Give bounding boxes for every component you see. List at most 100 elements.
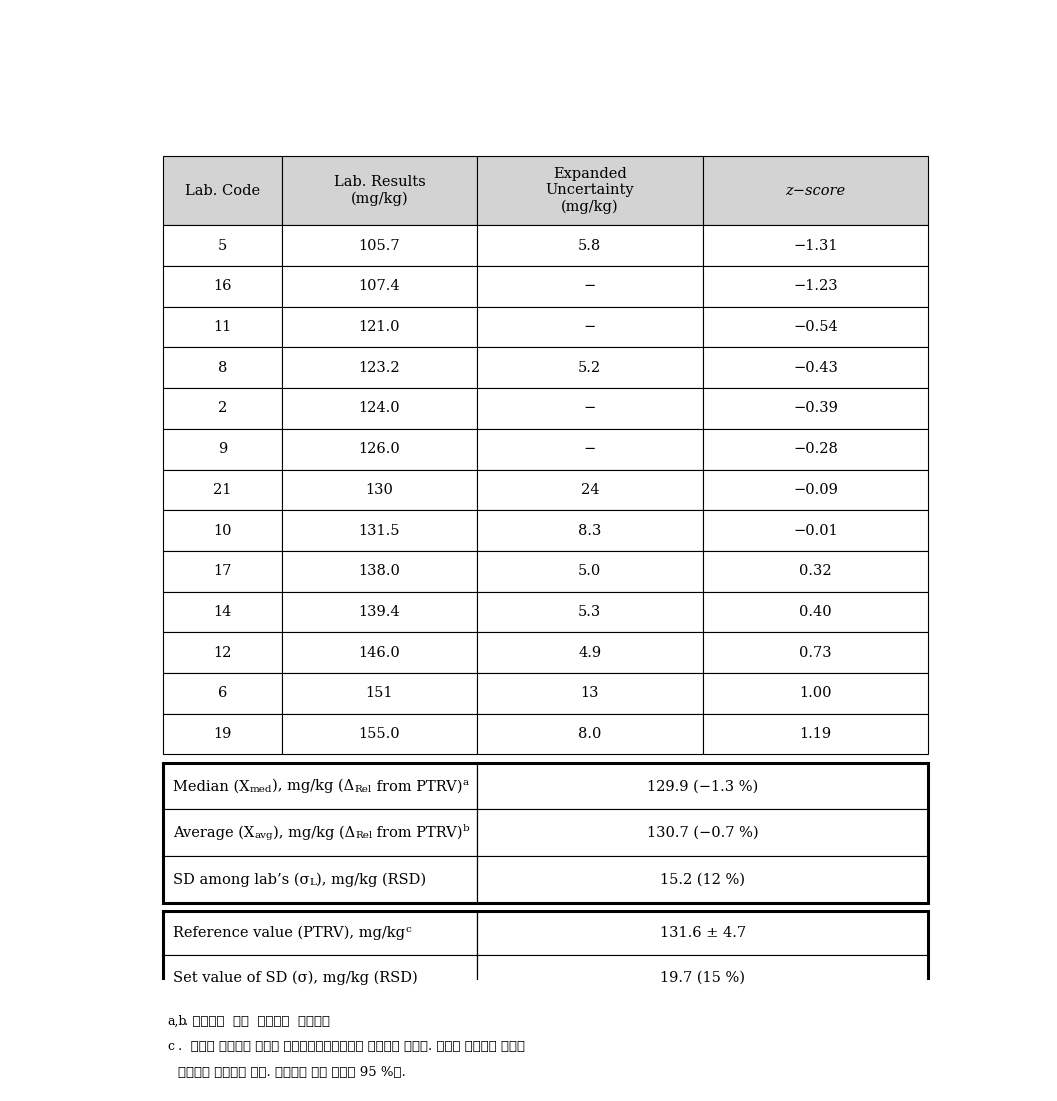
Text: 5.0: 5.0: [578, 565, 601, 578]
Text: 124.0: 124.0: [358, 402, 401, 415]
Bar: [163, 763, 928, 903]
Text: 138.0: 138.0: [358, 565, 401, 578]
Bar: [477, 307, 703, 348]
Bar: [477, 763, 928, 809]
Bar: [163, 809, 477, 857]
Text: 8.0: 8.0: [578, 727, 601, 741]
Text: 19.7 (15 %): 19.7 (15 %): [661, 970, 745, 984]
Bar: [163, 348, 282, 389]
Bar: [163, 266, 282, 307]
Text: 5.2: 5.2: [578, 361, 601, 374]
Text: .  최상위 측정법에 의하여 한국표준과학연구원이 제공하는 기준값. 시료의 균질성이 불확도: . 최상위 측정법에 의하여 한국표준과학연구원이 제공하는 기준값. 시료의 …: [178, 1040, 525, 1053]
Text: 1.00: 1.00: [799, 686, 832, 700]
Bar: [477, 809, 928, 857]
Bar: [703, 389, 928, 428]
Text: Median (X: Median (X: [173, 780, 249, 793]
Bar: [703, 469, 928, 510]
Text: −: −: [583, 402, 596, 415]
Text: Rel: Rel: [355, 831, 372, 840]
Text: ), mg/kg (Δ: ), mg/kg (Δ: [273, 826, 355, 840]
Text: −: −: [583, 443, 596, 456]
Bar: [477, 956, 928, 1000]
Bar: [282, 156, 477, 226]
Text: 16: 16: [214, 280, 231, 293]
Text: −1.31: −1.31: [793, 239, 838, 253]
Bar: [163, 632, 282, 673]
Text: L: L: [310, 877, 316, 887]
Text: 130.7 (−0.7 %): 130.7 (−0.7 %): [647, 826, 759, 840]
Bar: [282, 713, 477, 754]
Text: from PTRV): from PTRV): [372, 826, 463, 840]
Bar: [703, 156, 928, 226]
Text: 10: 10: [214, 524, 231, 537]
Bar: [163, 713, 282, 754]
Text: a,b: a,b: [167, 1015, 187, 1027]
Text: 130: 130: [366, 483, 393, 497]
Text: 131.5: 131.5: [358, 524, 401, 537]
Text: 4.9: 4.9: [578, 645, 601, 659]
Text: 151: 151: [366, 686, 393, 700]
Text: 요인으로 포함되어 있음. 불확도의 신뢰 수준은 95 %임.: 요인으로 포함되어 있음. 불확도의 신뢰 수준은 95 %임.: [178, 1066, 406, 1079]
Bar: [477, 912, 928, 956]
Text: 8: 8: [218, 361, 227, 374]
Bar: [282, 550, 477, 591]
Bar: [163, 673, 282, 713]
Bar: [703, 632, 928, 673]
Bar: [703, 348, 928, 389]
Text: 17: 17: [214, 565, 231, 578]
Bar: [282, 428, 477, 469]
Text: Reference value (PTRV), mg/kg: Reference value (PTRV), mg/kg: [173, 926, 405, 940]
Bar: [703, 591, 928, 632]
Text: 13: 13: [580, 686, 599, 700]
Text: Lab. Results
(mg/kg): Lab. Results (mg/kg): [334, 175, 425, 206]
Text: Set value of SD (σ), mg/kg (RSD): Set value of SD (σ), mg/kg (RSD): [173, 970, 418, 984]
Bar: [477, 713, 703, 754]
Text: −0.43: −0.43: [793, 361, 838, 374]
Text: 5.3: 5.3: [578, 604, 601, 619]
Text: 12: 12: [214, 645, 231, 659]
Text: from PTRV): from PTRV): [372, 780, 462, 793]
Text: −0.01: −0.01: [793, 524, 838, 537]
Text: avg: avg: [255, 831, 273, 840]
Text: z−score: z−score: [785, 184, 846, 197]
Bar: [282, 469, 477, 510]
Bar: [703, 713, 928, 754]
Bar: [282, 348, 477, 389]
Bar: [163, 226, 282, 266]
Text: ), mg/kg (Δ: ), mg/kg (Δ: [272, 780, 354, 794]
Text: 1.19: 1.19: [799, 727, 832, 741]
Text: 5: 5: [218, 239, 227, 253]
Text: 105.7: 105.7: [358, 239, 401, 253]
Text: Rel: Rel: [354, 785, 372, 794]
Text: 107.4: 107.4: [358, 280, 401, 293]
Text: 2: 2: [218, 402, 227, 415]
Bar: [163, 591, 282, 632]
Text: −: −: [583, 280, 596, 293]
Text: −0.54: −0.54: [793, 320, 838, 334]
Bar: [477, 632, 703, 673]
Text: c: c: [167, 1040, 174, 1053]
Bar: [477, 428, 703, 469]
Text: 8.3: 8.3: [578, 524, 601, 537]
Text: Average (X: Average (X: [173, 826, 255, 840]
Text: Lab. Code: Lab. Code: [185, 184, 260, 197]
Text: 121.0: 121.0: [358, 320, 401, 334]
Bar: [282, 389, 477, 428]
Bar: [163, 912, 477, 956]
Text: 155.0: 155.0: [358, 727, 401, 741]
Bar: [477, 469, 703, 510]
Bar: [163, 510, 282, 550]
Text: 123.2: 123.2: [358, 361, 401, 374]
Text: c: c: [405, 925, 411, 934]
Text: −0.09: −0.09: [793, 483, 838, 497]
Bar: [477, 857, 928, 903]
Bar: [163, 428, 282, 469]
Text: −0.28: −0.28: [793, 443, 838, 456]
Bar: [703, 428, 928, 469]
Text: 0.40: 0.40: [799, 604, 832, 619]
Bar: [477, 266, 703, 307]
Bar: [282, 591, 477, 632]
Bar: [163, 763, 477, 809]
Text: 24: 24: [580, 483, 599, 497]
Bar: [163, 156, 282, 226]
